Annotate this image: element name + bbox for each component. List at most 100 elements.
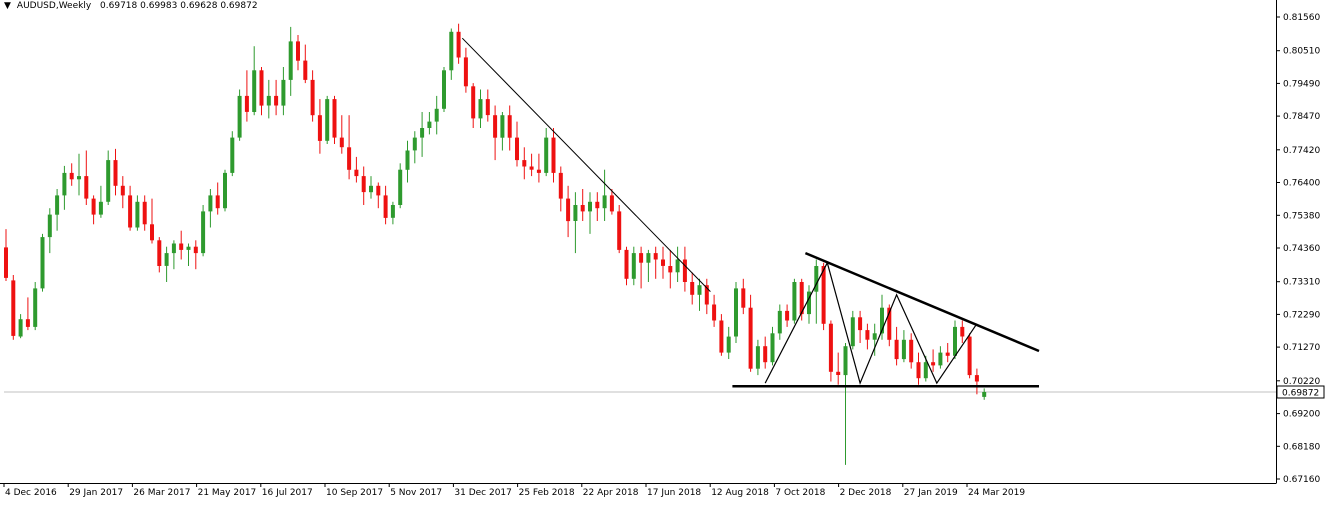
time-tick-label: 7 Oct 2018 — [775, 488, 825, 498]
candle-body — [449, 31, 454, 71]
candle-body — [653, 253, 658, 260]
candle — [507, 105, 512, 151]
candle-body — [463, 57, 468, 87]
candle — [18, 314, 23, 339]
candle — [872, 323, 877, 356]
candle-body — [807, 291, 811, 315]
time-tick-label: 2 Dec 2018 — [840, 488, 892, 498]
candle — [748, 294, 753, 372]
candle — [653, 246, 658, 279]
candle — [157, 237, 162, 273]
price-tick-label: 0.80510 — [1283, 47, 1320, 57]
candle-body — [11, 280, 16, 336]
candle — [631, 246, 636, 286]
candle — [317, 99, 322, 154]
candle — [347, 115, 352, 180]
candle-body — [609, 195, 614, 212]
candle-body — [661, 259, 665, 266]
candle-body — [536, 169, 541, 173]
triangle-upper-line[interactable] — [804, 251, 1040, 353]
candle — [814, 259, 819, 324]
candle-body — [493, 115, 498, 138]
candle — [471, 83, 476, 128]
triangle-zigzag-line[interactable] — [764, 261, 978, 385]
candle-body — [982, 392, 987, 397]
candle-body — [98, 201, 103, 215]
candle-body — [566, 198, 571, 222]
current-price-box — [1276, 385, 1325, 399]
candle — [106, 150, 111, 205]
candle — [624, 246, 629, 286]
candle — [296, 35, 300, 71]
candle-body — [901, 339, 906, 360]
candle — [953, 320, 957, 359]
candle — [661, 246, 665, 279]
candle-body — [223, 172, 227, 209]
open-value: 0.69718 — [100, 1, 138, 11]
time-tick-label: 5 Nov 2017 — [390, 488, 442, 498]
candle — [142, 195, 147, 231]
candle — [763, 336, 768, 369]
candle — [770, 326, 775, 366]
candle-body — [106, 160, 111, 202]
candle-body — [310, 79, 315, 116]
candle-body — [332, 99, 337, 138]
price-tick-label: 0.70220 — [1283, 377, 1320, 387]
candle-body — [84, 176, 89, 199]
candle — [901, 330, 906, 363]
candle-body — [712, 304, 717, 321]
candle-body — [113, 160, 118, 186]
candle-body — [420, 128, 425, 138]
candle-body — [624, 249, 629, 279]
candle — [259, 67, 264, 116]
candle-body — [193, 246, 198, 254]
price-tick-label: 0.77420 — [1283, 146, 1320, 156]
candle-body — [734, 288, 738, 337]
candle-body — [953, 326, 957, 356]
triangle-down-icon[interactable]: ▼ — [4, 1, 11, 11]
candle — [128, 185, 133, 231]
candle — [179, 230, 184, 260]
candle — [500, 112, 505, 151]
time-tick-label: 31 Dec 2017 — [454, 488, 512, 498]
candle-body — [974, 375, 979, 382]
candle-body — [266, 95, 271, 106]
candle — [821, 262, 826, 331]
candle-body — [836, 371, 841, 375]
candle — [639, 246, 644, 289]
candle — [84, 150, 89, 205]
candle-body — [77, 176, 81, 180]
price-tick-label: 0.69200 — [1283, 410, 1320, 420]
descending-trendline[interactable] — [461, 37, 711, 292]
candle-body — [916, 362, 921, 379]
candle-body — [580, 205, 585, 212]
candle-body — [230, 137, 235, 173]
candle-body — [171, 243, 176, 254]
candle-body — [748, 307, 753, 369]
candle — [98, 185, 103, 218]
candle — [376, 182, 381, 209]
time-tick-label: 10 Sep 2017 — [326, 488, 383, 498]
candles-layer — [4, 23, 987, 465]
candle-body — [288, 41, 293, 80]
candle-body — [558, 172, 563, 199]
candle-body — [814, 266, 819, 292]
time-tick-label: 22 Apr 2018 — [583, 488, 639, 498]
candle — [412, 131, 417, 164]
close-value: 0.69872 — [220, 1, 258, 11]
candle — [558, 166, 563, 212]
candle-body — [215, 195, 220, 209]
time-tick-label: 12 Aug 2018 — [711, 488, 769, 498]
candle-body — [682, 259, 687, 282]
time-tick-label: 4 Dec 2016 — [5, 488, 57, 498]
candle-body — [967, 336, 972, 376]
candle — [281, 67, 286, 116]
candle — [449, 28, 454, 80]
candle-body — [434, 108, 439, 122]
price-axis: 0.81560 0.80510 0.79490 0.78470 0.77420 0.764… — [1276, 0, 1320, 485]
candle — [77, 153, 81, 196]
candle — [566, 185, 571, 238]
candle-body — [157, 240, 162, 266]
candle — [909, 333, 914, 369]
